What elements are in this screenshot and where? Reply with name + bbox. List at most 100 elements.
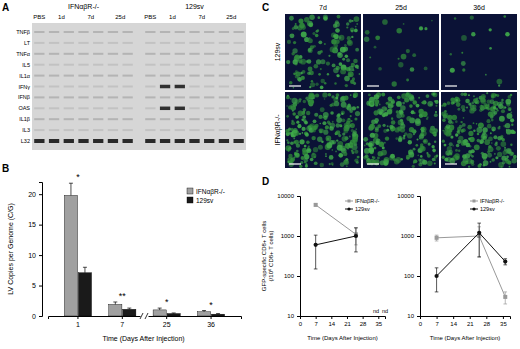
cell-signal	[332, 63, 336, 67]
tick-mark	[417, 196, 420, 197]
cell-signal	[457, 108, 460, 111]
tick-label: 10000	[397, 193, 414, 199]
cell-signal	[301, 76, 305, 80]
tick-label: 1000	[281, 233, 295, 239]
cell-signal	[402, 102, 405, 105]
cell-signal	[419, 158, 425, 164]
cell-signal	[304, 145, 307, 148]
gel-band	[160, 31, 170, 33]
tick: 100	[284, 273, 300, 279]
cell-signal	[480, 97, 485, 102]
cell-signal	[432, 148, 435, 151]
gel-band	[93, 64, 103, 66]
cell-signal	[327, 143, 333, 149]
error-bar-cap	[503, 258, 507, 259]
tick-mark	[470, 316, 471, 319]
cell-signal	[352, 132, 357, 137]
tick-mark	[347, 316, 348, 319]
tick: 21	[344, 316, 351, 327]
cell-signal	[485, 74, 487, 76]
tick-label: 35	[375, 321, 382, 327]
cell-signal	[497, 126, 500, 129]
cell-signal	[481, 134, 486, 139]
cell-signal	[305, 133, 309, 137]
gel-band	[64, 53, 74, 55]
error-bar-stem	[84, 267, 85, 272]
gel-band	[122, 139, 132, 143]
lane-label: 25d	[115, 14, 125, 20]
gel-band	[93, 129, 103, 131]
error-bar	[477, 223, 481, 257]
axis-break-mark	[145, 313, 148, 319]
legend: IFNαβR-/-129sv	[470, 198, 505, 212]
tick-mark	[39, 255, 42, 256]
line-chart: 101001000100000714212835ndndGFP-specific…	[261, 193, 388, 341]
gel-band	[108, 118, 118, 120]
gel-band	[78, 129, 88, 131]
cell-signal	[388, 103, 393, 108]
error-bar-cap	[158, 308, 162, 309]
micrograph-background	[441, 14, 517, 90]
gel-band	[175, 64, 185, 66]
panel-label: C	[262, 2, 269, 13]
cell-signal	[462, 108, 466, 112]
cell-signal	[401, 54, 407, 60]
cell-signal	[465, 99, 470, 104]
cell-signal	[450, 135, 453, 138]
tick-label: 10	[28, 252, 36, 259]
gel-band	[160, 42, 170, 44]
cell-signal	[299, 139, 304, 144]
gel-band	[34, 64, 44, 66]
cell-signal	[286, 105, 288, 107]
gel-band	[93, 42, 103, 44]
gel-band	[145, 64, 155, 66]
cell-signal	[350, 94, 352, 96]
cell-signal	[434, 160, 436, 162]
gel-band	[93, 96, 103, 98]
gel-band	[93, 86, 103, 88]
cell-signal	[379, 111, 382, 114]
micrograph	[441, 92, 517, 168]
cell-signal	[327, 73, 329, 75]
legend-label: 129sv	[355, 206, 370, 212]
bar	[78, 273, 91, 316]
gel-band	[34, 96, 44, 98]
cell-signal	[479, 105, 484, 110]
tick-label: 28	[483, 321, 490, 327]
cell-signal	[484, 104, 489, 109]
legend-marker	[473, 200, 476, 203]
cell-signal	[470, 160, 474, 164]
error-bar-cap	[202, 310, 206, 311]
cell-signal	[487, 124, 492, 129]
gel-band	[145, 139, 155, 143]
cell-signal	[295, 71, 300, 76]
cell-signal	[344, 76, 350, 82]
cell-signal	[304, 161, 306, 163]
cell-signal	[341, 118, 345, 122]
cell-signal	[434, 163, 436, 165]
gel-band	[233, 31, 243, 33]
cell-signal	[328, 93, 332, 97]
band-label: IL3	[22, 127, 30, 133]
tick-label: 28	[360, 321, 367, 327]
cell-signal	[435, 105, 437, 107]
tick-label: 7	[120, 321, 124, 328]
cell-signal	[372, 160, 376, 164]
cell-signal	[354, 117, 357, 120]
gel-band	[189, 129, 199, 131]
tick-mark	[453, 316, 454, 319]
cell-signal	[480, 98, 486, 104]
cell-signal	[326, 61, 330, 65]
cell-signal	[330, 46, 336, 52]
gel-band	[49, 118, 59, 120]
gel-band	[175, 118, 185, 120]
cell-signal	[494, 153, 496, 155]
gel-band	[233, 53, 243, 55]
cell-signal	[379, 104, 381, 106]
cell-signal	[327, 121, 330, 124]
gel-band	[93, 75, 103, 77]
gel-band	[219, 129, 229, 131]
gel-band	[93, 118, 103, 120]
cell-signal	[421, 130, 424, 133]
cell-signal	[387, 109, 392, 114]
